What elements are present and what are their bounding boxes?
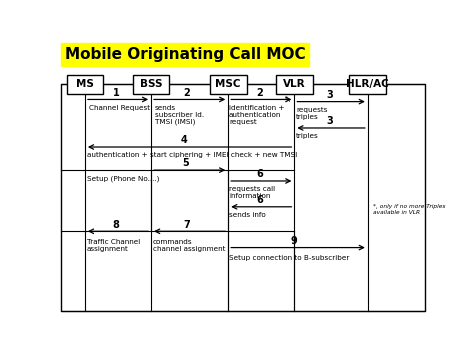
Text: Setup (Phone No....): Setup (Phone No....)	[87, 175, 159, 182]
Text: Traffic Channel
assignment: Traffic Channel assignment	[87, 239, 140, 252]
Text: 9: 9	[291, 236, 298, 246]
Text: 2: 2	[184, 88, 191, 98]
Text: MSC: MSC	[216, 79, 241, 90]
Text: 8: 8	[113, 220, 119, 230]
Text: 4: 4	[181, 136, 188, 145]
Bar	[276, 75, 313, 94]
Text: VLR: VLR	[283, 79, 306, 90]
Bar	[349, 75, 386, 94]
Text: 6: 6	[256, 195, 263, 205]
Text: Channel Request: Channel Request	[89, 105, 150, 111]
Text: 7: 7	[184, 220, 191, 230]
Text: BSS: BSS	[140, 79, 162, 90]
Text: 3: 3	[326, 116, 333, 126]
Text: MS: MS	[76, 79, 94, 90]
Text: identification +
authentication
request: identification + authentication request	[229, 105, 284, 125]
Text: Mobile Originating Call MOC: Mobile Originating Call MOC	[65, 47, 305, 62]
Text: *,: *,	[285, 96, 293, 102]
Bar	[133, 75, 170, 94]
Text: sends
subscriber Id.
TMSI (IMSI): sends subscriber Id. TMSI (IMSI)	[155, 105, 204, 125]
Text: commands
channel assignment: commands channel assignment	[153, 239, 226, 252]
Bar	[210, 75, 246, 94]
Text: 1: 1	[113, 88, 119, 98]
Text: *, only if no more Triples
available in VLR: *, only if no more Triples available in …	[373, 204, 445, 215]
Text: 6: 6	[256, 169, 263, 179]
Bar	[61, 84, 425, 311]
Text: requests
triples: requests triples	[296, 107, 328, 120]
Text: Setup connection to B-subscriber: Setup connection to B-subscriber	[229, 255, 350, 261]
Text: HLR/AC: HLR/AC	[346, 79, 389, 90]
Text: sends info: sends info	[229, 212, 266, 218]
Text: 2: 2	[256, 88, 263, 98]
Bar	[66, 75, 103, 94]
Text: 5: 5	[182, 158, 189, 168]
Text: 3: 3	[326, 90, 333, 100]
Text: triples: triples	[296, 133, 319, 139]
Text: requests call
information: requests call information	[229, 186, 275, 199]
Text: authentication + start ciphering + IMEI check + new TMSI: authentication + start ciphering + IMEI …	[87, 152, 297, 158]
